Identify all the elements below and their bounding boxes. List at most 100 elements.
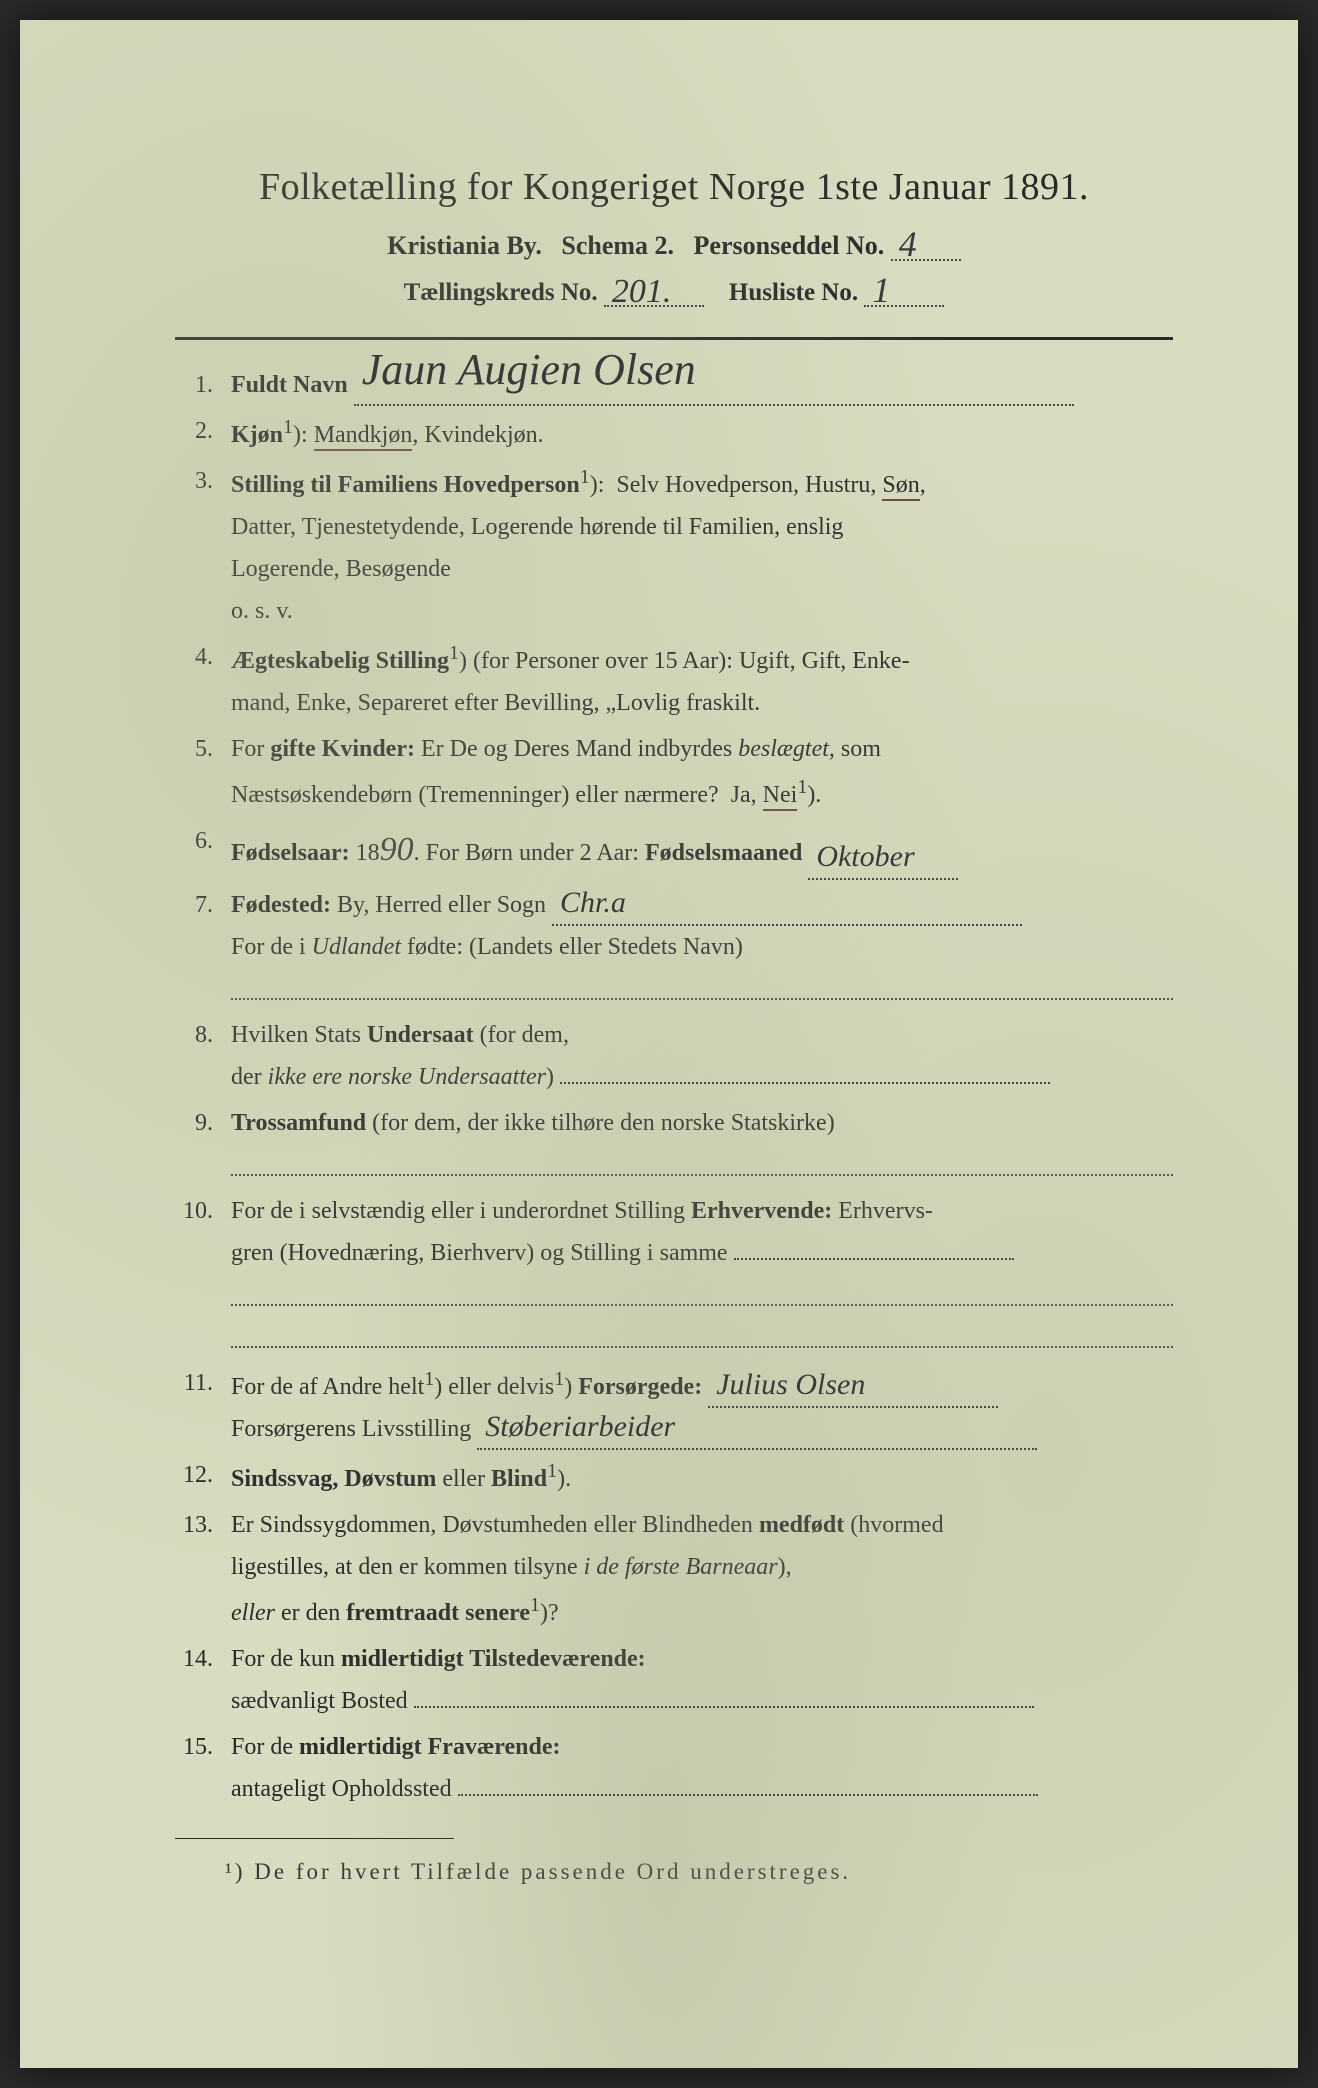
- field-8-l1c: (for dem,: [474, 1022, 569, 1048]
- personseddel-field: 4: [891, 259, 961, 261]
- field-3-line4: o. s. v.: [231, 598, 293, 624]
- field-15-l1a: For de: [231, 1734, 299, 1760]
- field-12: 12. Sindssvag, Døvstum eller Blind1).: [175, 1454, 1173, 1500]
- field-11-l1a: For de af Andre helt: [231, 1374, 424, 1400]
- field-10-l2: gren (Hovednæring, Bierhverv) og Stillin…: [231, 1240, 728, 1266]
- field-15-l2: antageligt Opholdssted: [231, 1776, 452, 1802]
- field-11-l2: Forsørgerens Livsstilling: [231, 1416, 471, 1442]
- field-14-l1a: For de kun: [231, 1646, 341, 1672]
- field-6-mid: For Børn under 2 Aar:: [426, 840, 645, 866]
- husliste-field: 1: [864, 305, 944, 307]
- field-11-name: Julius Olsen: [716, 1359, 865, 1412]
- field-5-pre: For: [231, 736, 270, 762]
- field-14: 14. For de kun midlertidigt Tilstedevære…: [175, 1638, 1173, 1722]
- census-form-page: Folketælling for Kongeriget Norge 1ste J…: [20, 20, 1298, 2068]
- city-label: Kristiania By.: [387, 231, 542, 260]
- field-13-l3a: eller: [231, 1600, 275, 1626]
- field-4-line1: Ugift, Gift, Enke-: [739, 648, 910, 674]
- taellingskreds-value: 201.: [612, 273, 672, 311]
- field-5-underlined: Nei: [763, 782, 798, 811]
- field-7-l2a: For de i: [231, 934, 312, 960]
- field-2-underlined: Mandkjøn: [314, 422, 413, 451]
- field-11-num: 11.: [175, 1362, 231, 1450]
- field-11-l1c: ): [564, 1374, 578, 1400]
- field-14-l2: sædvanligt Bosted: [231, 1688, 408, 1714]
- field-3: 3. Stilling til Familiens Hovedperson1):…: [175, 460, 1173, 632]
- field-7-l1: By, Herred eller Sogn: [337, 892, 552, 918]
- field-2-label: Kjøn: [231, 422, 283, 448]
- field-11-name-line: Julius Olsen: [708, 1406, 998, 1408]
- field-8-l2a: der: [231, 1064, 268, 1090]
- field-6-num: 6.: [175, 820, 231, 880]
- field-7-dotrow: [231, 972, 1173, 1000]
- field-7-label: Fødested:: [231, 892, 331, 918]
- footnote: ¹) De for hvert Tilfælde passende Ord un…: [175, 1859, 1173, 1885]
- field-12-num: 12.: [175, 1454, 231, 1500]
- field-10-dotrow2: [231, 1320, 1173, 1348]
- field-13-l1a: Er Sindssygdommen, Døvstumheden eller Bl…: [231, 1512, 759, 1538]
- field-13-bold2: fremtraadt senere: [346, 1600, 530, 1626]
- field-10-l1b: Erhvervende:: [691, 1198, 832, 1224]
- field-8-dotline: [560, 1057, 1050, 1083]
- field-9-rest: (for dem, der ikke tilhøre den norske St…: [366, 1110, 835, 1136]
- field-2-num: 2.: [175, 410, 231, 456]
- field-4-num: 4.: [175, 636, 231, 724]
- field-11-l1b: ) eller delvis: [434, 1374, 554, 1400]
- field-8-num: 8.: [175, 1014, 231, 1098]
- field-1-num: 1.: [175, 364, 231, 406]
- taellingskreds-label: Tællingskreds No.: [404, 279, 598, 306]
- field-6-year: 90: [380, 831, 414, 868]
- personseddel-label: Personseddel No.: [694, 231, 885, 260]
- subtitle-line: Kristiania By. Schema 2. Personseddel No…: [175, 231, 1173, 261]
- field-7-l2it: Udlandet: [312, 934, 401, 960]
- field-10-num: 10.: [175, 1190, 231, 1274]
- field-4-line2: mand, Enke, Separeret efter Bevilling, „…: [231, 690, 760, 716]
- taellingskreds-field: 201.: [604, 305, 704, 307]
- field-12-bold2: Blind: [491, 1466, 547, 1492]
- field-6-yp: 18: [356, 840, 380, 866]
- subtitle-line2: Tællingskreds No. 201. Husliste No. 1: [175, 279, 1173, 307]
- field-6: 6. Fødselsaar: 1890. For Børn under 2 Aa…: [175, 820, 1173, 880]
- field-7: 7. Fødested: By, Herred eller Sogn Chr.a…: [175, 884, 1173, 968]
- field-9-num: 9.: [175, 1102, 231, 1144]
- field-11: 11. For de af Andre helt1) eller delvis1…: [175, 1362, 1173, 1450]
- field-13: 13. Er Sindssygdommen, Døvstumheden elle…: [175, 1504, 1173, 1634]
- field-1-value: Jaun Augien Olsen: [362, 331, 696, 408]
- field-14-bold: midlertidigt Tilstedeværende:: [341, 1646, 646, 1672]
- field-5: 5. For gifte Kvinder: Er De og Deres Man…: [175, 728, 1173, 816]
- field-13-num: 13.: [175, 1504, 231, 1634]
- field-7-place-line: Chr.a: [552, 924, 1022, 926]
- field-13-it: i de første Barneaar: [584, 1554, 778, 1580]
- field-10: 10. For de i selvstændig eller i underor…: [175, 1190, 1173, 1274]
- field-6-month-line: Oktober: [808, 878, 958, 880]
- field-4-label: Ægteskabelig Stilling: [231, 648, 449, 674]
- field-3-line3: Logerende, Besøgende: [231, 556, 451, 582]
- field-10-dot1: [734, 1233, 1014, 1259]
- field-15-dot: [458, 1769, 1038, 1795]
- field-11-bold: Forsørgede:: [578, 1374, 702, 1400]
- field-7-place: Chr.a: [560, 877, 626, 930]
- main-title: Folketælling for Kongeriget Norge 1ste J…: [175, 165, 1173, 209]
- field-7-num: 7.: [175, 884, 231, 968]
- field-10-dotrow1: [231, 1278, 1173, 1306]
- field-8-l2b: ikke ere norske Undersaatter: [268, 1064, 546, 1090]
- field-13-l2b: ),: [778, 1554, 792, 1580]
- field-13-l3c: )?: [540, 1600, 559, 1626]
- divider-bottom: [175, 1838, 454, 1839]
- field-5-besl: beslægtet,: [738, 736, 835, 762]
- field-3-label: Stilling til Familiens Hovedperson: [231, 472, 580, 498]
- field-5-l1: Er De og Deres Mand indbyrdes: [415, 736, 738, 762]
- field-3-underlined: Søn: [882, 472, 919, 501]
- field-13-l1b: (hvormed: [844, 1512, 943, 1538]
- field-8-l2c: ): [546, 1064, 554, 1090]
- field-15-bold: midlertidigt Fraværende:: [299, 1734, 561, 1760]
- husliste-label: Husliste No.: [729, 279, 858, 306]
- field-7-l2b: fødte: (Landets eller Stedets Navn): [401, 934, 743, 960]
- field-15: 15. For de midlertidigt Fraværende: anta…: [175, 1726, 1173, 1810]
- field-15-num: 15.: [175, 1726, 231, 1810]
- field-1-line: Jaun Augien Olsen: [354, 404, 1074, 406]
- field-1-label: Fuldt Navn: [231, 372, 348, 398]
- field-4-paren: (for Personer over 15 Aar):: [473, 648, 733, 674]
- husliste-value: 1: [872, 269, 890, 311]
- field-2: 2. Kjøn1): Mandkjøn, Kvindekjøn.: [175, 410, 1173, 456]
